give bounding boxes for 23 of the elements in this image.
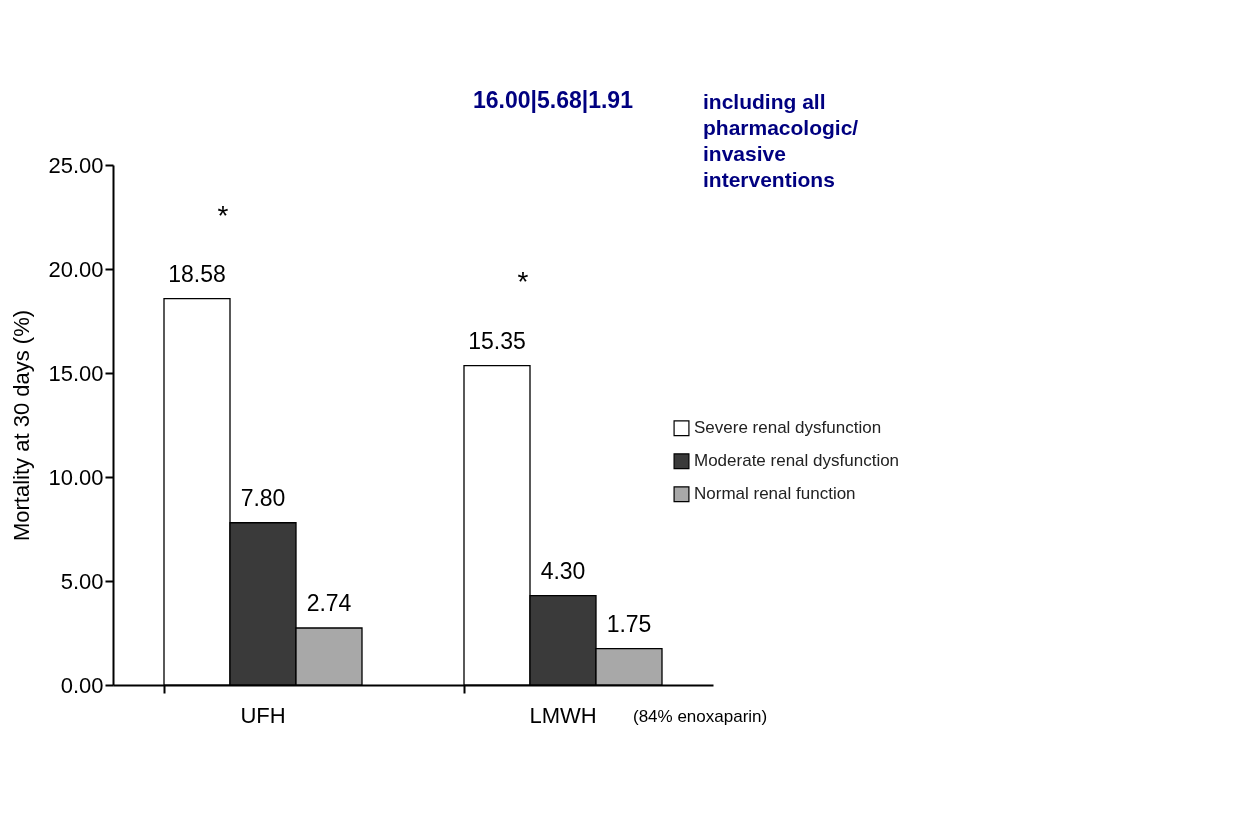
- y-tick-label: 25.00: [48, 152, 104, 178]
- y-tick-label: 15.00: [48, 360, 104, 386]
- y-tick-label: 20.00: [48, 256, 104, 282]
- data-label: 18.58: [168, 260, 226, 287]
- x-tick-label: UFH: [240, 702, 286, 728]
- y-tick-label: 0.00: [60, 672, 104, 698]
- text: 16.00|5.68|1.91: [473, 87, 634, 113]
- data-label: 2.74: [306, 590, 352, 617]
- x-tick-label: LMWH: [529, 702, 597, 728]
- data-label: 4.30: [540, 557, 586, 584]
- data-label: 15.35: [468, 327, 526, 354]
- data-label: 1.75: [606, 610, 652, 637]
- annotation: including all pharmacologic/ invasive interventions: [703, 90, 859, 191]
- legend-label: Normal renal function: [694, 484, 856, 504]
- legend-label: Severe renal dysfunction: [694, 418, 882, 438]
- data-label: 7.80: [240, 484, 286, 511]
- y-axis-title: Mortality at 30 days (%): [9, 309, 35, 542]
- annotation: *: [217, 200, 229, 231]
- annotation: *: [517, 266, 529, 297]
- y-tick-label: 5.00: [60, 568, 104, 594]
- legend-label: Moderate renal dysfunction: [694, 451, 900, 471]
- text: (84% enoxaparin): [633, 707, 768, 726]
- y-tick-label: 10.00: [48, 464, 104, 490]
